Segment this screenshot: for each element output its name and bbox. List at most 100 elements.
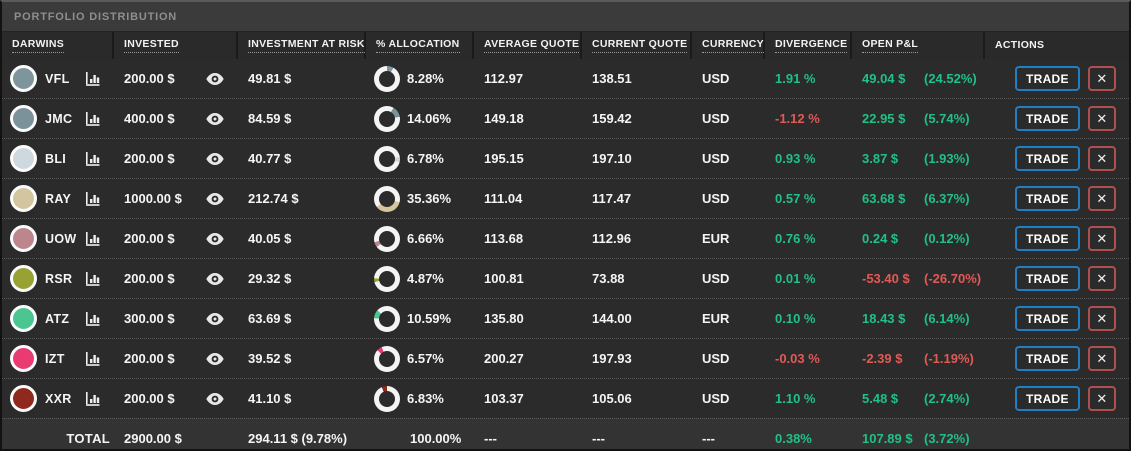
trade-button[interactable]: TRADE [1015,226,1080,251]
eye-icon[interactable] [206,112,224,125]
invested-cell: 200.00 $ [114,271,238,286]
invested-value: 200.00 $ [124,271,175,286]
bar-chart-icon[interactable] [85,391,101,406]
column-header-divergence[interactable]: DIVERGENCE [765,32,852,59]
average-quote-value: 111.04 [484,191,523,206]
eye-icon[interactable] [206,232,224,245]
total-allocation: 100.00% [410,430,462,446]
bar-chart-icon[interactable] [85,231,101,246]
risk-value: 40.77 $ [248,151,292,166]
table-row: RSR 200.00 $ [2,258,1129,298]
close-icon[interactable]: ✕ [1087,266,1116,291]
eye-icon[interactable] [206,192,224,205]
eye-icon[interactable] [206,352,224,365]
invested-value: 300.00 $ [124,311,175,326]
risk-cell: 39.52 $ [238,351,366,366]
divergence-value: 0.01 % [775,271,816,286]
current-quote-cell: 159.42 [582,111,692,126]
darwin-cell: JMC [2,105,114,132]
column-header-allocation[interactable]: % ALLOCATION [366,32,474,59]
divergence-value: 0.93 % [775,151,816,166]
current-quote-cell: 144.00 [582,311,692,326]
table-header-row: DARWINS INVESTED INVESTMENT AT RISK % AL… [2,32,1129,59]
darwin-avatar [10,385,37,412]
column-header-invested[interactable]: INVESTED [114,32,238,59]
allocation-cell: 6.57% [366,345,474,372]
trade-button[interactable]: TRADE [1015,186,1080,211]
eye-icon[interactable] [206,312,224,325]
column-header-current-quote[interactable]: CURRENT QUOTE [582,32,692,59]
bar-chart-icon[interactable] [85,351,101,366]
currency-value: USD [702,151,730,166]
open-pnl-percent: (-26.70%) [924,271,982,286]
eye-icon[interactable] [206,152,224,165]
invested-value: 200.00 $ [124,351,175,366]
table-row: RAY 1000.00 $ [2,178,1129,218]
risk-value: 39.52 $ [248,351,292,366]
open-pnl-cell: 49.04 $ (24.52%) [852,71,985,86]
eye-icon[interactable] [206,392,224,405]
actions-cell: TRADE ✕ [985,66,1129,91]
risk-value: 41.10 $ [248,391,292,406]
average-quote-cell: 195.15 [474,151,582,166]
trade-button[interactable]: TRADE [1015,306,1080,331]
current-quote-value: 73.88 [592,271,625,286]
open-pnl-cell: 5.48 $ (2.74%) [852,391,985,406]
column-header-open-pnl[interactable]: OPEN P&L [852,32,985,59]
invested-cell: 200.00 $ [114,231,238,246]
open-pnl-percent: (6.37%) [924,191,970,206]
column-header-investment-at-risk[interactable]: INVESTMENT AT RISK [238,32,366,59]
panel-title: PORTFOLIO DISTRIBUTION [14,10,178,23]
trade-button[interactable]: TRADE [1015,66,1080,91]
close-icon[interactable]: ✕ [1087,66,1116,91]
current-quote-value: 144.00 [592,311,632,326]
table-row: IZT 200.00 $ [2,338,1129,378]
trade-button[interactable]: TRADE [1015,266,1080,291]
close-icon[interactable]: ✕ [1087,106,1116,131]
bar-chart-icon[interactable] [85,111,101,126]
column-header-average-quote[interactable]: AVERAGE QUOTE [474,32,582,59]
close-icon[interactable]: ✕ [1087,306,1116,331]
allocation-value: 10.59% [407,311,452,326]
darwin-cell: IZT [2,345,114,372]
bar-chart-icon[interactable] [85,71,101,86]
close-icon[interactable]: ✕ [1087,186,1116,211]
panel-titlebar: PORTFOLIO DISTRIBUTION [2,2,1129,32]
trade-button[interactable]: TRADE [1015,106,1080,131]
allocation-donut [374,305,400,332]
average-quote-cell: 112.97 [474,71,582,86]
darwin-name: RSR [45,271,73,286]
bar-chart-icon[interactable] [85,271,101,286]
eye-icon[interactable] [206,272,224,285]
column-header-darwins[interactable]: DARWINS [2,32,114,59]
current-quote-cell: 117.47 [582,191,692,206]
currency-value: USD [702,111,730,126]
column-header-currency[interactable]: CURRENCY [692,32,765,59]
close-icon[interactable]: ✕ [1087,226,1116,251]
risk-value: 29.32 $ [248,271,292,286]
trade-button[interactable]: TRADE [1015,386,1080,411]
total-row: TOTAL 2900.00 $ 294.11 $ (9.78%) 100.00%… [2,418,1129,449]
open-pnl-percent: (-1.19%) [924,351,974,366]
open-pnl-cell: -2.39 $ (-1.19%) [852,351,985,366]
bar-chart-icon[interactable] [85,191,101,206]
trade-button[interactable]: TRADE [1015,346,1080,371]
darwin-name: VFL [45,71,70,86]
close-icon[interactable]: ✕ [1087,146,1116,171]
current-quote-value: 197.93 [592,351,632,366]
bar-chart-icon[interactable] [85,151,101,166]
open-pnl-value: 63.68 $ [862,191,906,206]
eye-icon[interactable] [206,72,224,85]
bar-chart-icon[interactable] [85,311,101,326]
current-quote-cell: 197.93 [582,351,692,366]
allocation-cell: 14.06% [366,105,474,132]
actions-cell: TRADE ✕ [985,186,1129,211]
trade-button[interactable]: TRADE [1015,146,1080,171]
currency-cell: EUR [692,311,765,326]
open-pnl-value: -2.39 $ [862,351,903,366]
close-icon[interactable]: ✕ [1087,346,1116,371]
close-icon[interactable]: ✕ [1087,386,1116,411]
allocation-cell: 6.78% [366,145,474,172]
donut-hole [379,350,395,367]
